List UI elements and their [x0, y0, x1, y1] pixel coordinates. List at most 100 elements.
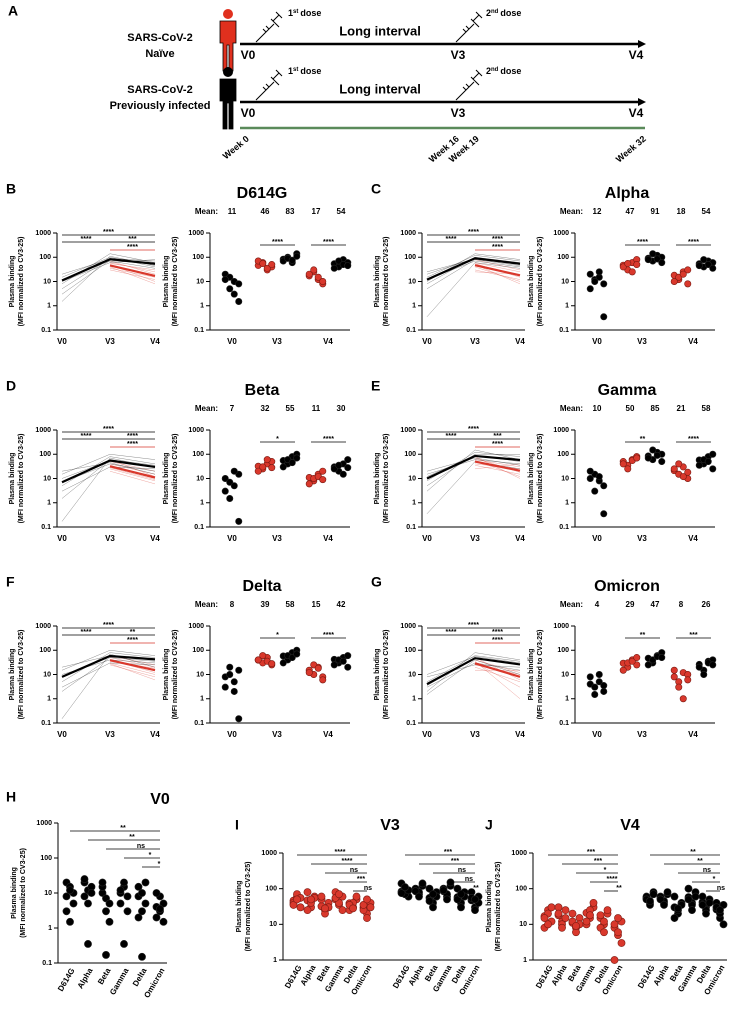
person-body [219, 78, 237, 130]
significance-label: *** [444, 849, 452, 856]
subject-line [474, 456, 521, 479]
significance-label: **** [468, 229, 479, 236]
dot [628, 268, 636, 276]
y-tick-label: 0.1 [42, 960, 52, 967]
significance-label: **** [637, 239, 648, 246]
mean-label: Mean: [195, 600, 218, 609]
dot [235, 715, 243, 723]
dot [401, 883, 409, 892]
dot [319, 277, 327, 285]
mean-value: 46 [261, 207, 270, 216]
dot [335, 461, 343, 469]
x-tick-label: V4 [515, 337, 525, 346]
mean-value: 7 [230, 404, 235, 413]
person-head [223, 9, 233, 19]
dot [709, 661, 717, 669]
dot [221, 683, 229, 691]
dot [235, 297, 243, 305]
dot [105, 917, 114, 926]
y-tick-label: 1 [47, 500, 51, 507]
subject-line [61, 649, 156, 671]
y-tick-label: 100 [40, 855, 52, 862]
dot [614, 928, 622, 937]
dot [586, 911, 594, 920]
dot [279, 659, 287, 667]
y-tick-label: 1 [565, 696, 569, 703]
dot [554, 909, 563, 918]
dot [263, 456, 271, 464]
dot [679, 473, 687, 481]
x-tick-label: V3 [470, 730, 480, 739]
dot [314, 273, 322, 281]
dot [695, 262, 703, 270]
significance-label: **** [492, 637, 503, 644]
y-tick-label: 10 [196, 278, 204, 285]
y-axis-label: Plasma binding [9, 649, 16, 701]
x-tick-label: V4 [150, 730, 160, 739]
significance-label: ** [640, 632, 646, 639]
mean-line [474, 264, 521, 277]
dot [658, 259, 666, 267]
subject-line [61, 657, 156, 692]
dot [595, 268, 603, 276]
dot [307, 895, 315, 904]
mean-value: 26 [702, 600, 711, 609]
y-tick-label: 100 [265, 886, 277, 893]
y-tick-label: 0.1 [41, 720, 51, 727]
significance-label: ** [616, 885, 622, 892]
dose-suffix: st [293, 67, 298, 73]
subject-line [474, 459, 521, 468]
y-tick-label: 1000 [511, 850, 527, 857]
subject-line [61, 662, 156, 688]
dot [679, 695, 687, 703]
dot [600, 280, 608, 288]
dot [221, 487, 229, 495]
dot [159, 917, 168, 926]
dot [330, 661, 338, 669]
dot [66, 886, 74, 895]
dot [698, 901, 707, 909]
dose-suffix: nd [491, 67, 499, 73]
mean-value: 58 [702, 404, 711, 413]
x-tick-label: V4 [688, 534, 698, 543]
subject-line [109, 664, 156, 678]
dot [418, 879, 427, 888]
dot [691, 892, 700, 901]
y-tick-label: 1 [47, 303, 51, 310]
dot [600, 682, 608, 690]
x-tick-label: V3 [637, 534, 647, 543]
dot [644, 454, 652, 462]
dot [221, 276, 229, 284]
dot [289, 901, 298, 909]
significance-label: * [149, 852, 152, 859]
y-axis-label: Plasma binding [528, 453, 535, 505]
dot [658, 654, 666, 662]
dot [230, 678, 238, 686]
dot [649, 446, 657, 454]
dot [138, 952, 146, 961]
significance-label: ns [137, 843, 145, 850]
mean-value: 39 [261, 600, 270, 609]
subject-line [109, 260, 156, 275]
dot [702, 909, 710, 918]
x-tick-label: D614G [391, 964, 411, 990]
y-tick-label: 1 [523, 957, 527, 964]
dot [62, 892, 71, 901]
significance-label: **** [688, 239, 699, 246]
y-tick-label: 1000 [35, 427, 51, 434]
dot [695, 461, 703, 469]
panel-title: D614G [237, 185, 288, 202]
dot [235, 280, 243, 288]
interval-label: Long interval [339, 23, 421, 38]
significance-label: **** [323, 632, 334, 639]
significance-label: *** [451, 858, 459, 865]
y-tick-label: 1 [200, 500, 204, 507]
subject-line [109, 266, 156, 285]
dot [591, 277, 599, 285]
dot [695, 663, 703, 671]
x-tick-label: Beta [96, 966, 113, 986]
x-tick-label: V3 [470, 534, 480, 543]
dot [540, 914, 549, 922]
dose-word: dose [500, 66, 521, 76]
